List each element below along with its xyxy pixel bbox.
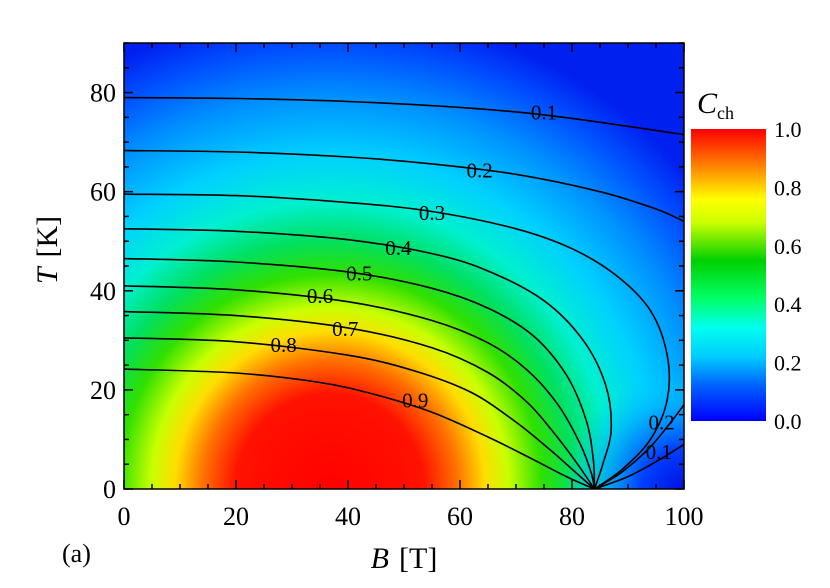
y-tick-label: 0	[103, 475, 116, 504]
y-axis-symbol: T	[31, 265, 64, 284]
x-tick-label: 100	[665, 502, 704, 531]
contour-line-0-3-2	[124, 193, 671, 489]
heatmap-area	[124, 43, 684, 489]
x-axis-unit: [T]	[399, 542, 437, 575]
panel-label: (a)	[62, 539, 91, 568]
heatmap-corner-fill	[124, 43, 684, 489]
y-tick-label: 40	[90, 277, 116, 306]
contour-label-0-7-6: 0.7	[332, 317, 358, 341]
y-tick-label: 60	[90, 178, 116, 207]
colorbar-tick-label: 0.4	[774, 292, 802, 317]
contour-line-0-5-4	[124, 257, 596, 489]
colorbar-tick-label: 1.0	[774, 117, 802, 142]
contour-line-0-4-3	[124, 228, 613, 489]
contour-line-0-9-8	[124, 368, 595, 489]
x-tick-label: 20	[223, 502, 249, 531]
colorbar-tick-label: 0.2	[774, 351, 802, 376]
contour-label-0-3-2: 0.3	[419, 201, 445, 225]
colorbar-title: Cch	[697, 87, 734, 123]
contour-line-0-7-6	[124, 310, 596, 489]
colorbar: Cch 0.0 0.2 0.4 0.6 0.8 1.0	[691, 87, 802, 434]
contour-line-0-6-5	[124, 285, 596, 489]
colorbar-tick-label: 0.6	[774, 234, 802, 259]
x-tick-label: 60	[447, 502, 473, 531]
contour-label-0-5-4: 0.5	[346, 262, 372, 286]
contour-label-0-9-8: 0.9	[402, 389, 428, 413]
x-tick-label: 0	[118, 502, 131, 531]
colorbar-title-main: C	[697, 87, 718, 120]
axes: 0 20 40 60 80 100 0 20 40 60 80	[90, 42, 704, 531]
colorbar-ticks: 0.0 0.2 0.4 0.6 0.8 1.0	[774, 117, 802, 434]
contour-label-0-2-9: 0.2	[648, 410, 674, 434]
contour-label-0-1-0: 0.1	[531, 101, 557, 125]
y-axis-label: T [K]	[31, 216, 64, 284]
contour-lines	[124, 96, 684, 489]
y-tick-label: 20	[90, 376, 116, 405]
x-axis-symbol: B	[371, 542, 389, 575]
contour-label-0-1-10: 0.1	[646, 440, 672, 464]
colorbar-tick-label: 0.0	[774, 409, 802, 434]
contour-label-0-8-7: 0.8	[270, 333, 296, 357]
contour-labels: 0.1 0.2 0.3 0.4 0.5 0.6 0.7 0.8 0.9 0.2 0.1	[270, 101, 674, 464]
contour-label-0-6-5: 0.6	[307, 284, 333, 308]
x-tick-label: 40	[335, 502, 361, 531]
y-tick-label: 80	[90, 79, 116, 108]
colorbar-tick-label: 0.8	[774, 175, 802, 200]
contour-line-0-1-0	[124, 96, 684, 136]
y-axis-unit: [K]	[31, 216, 64, 258]
x-axis-label: B [T]	[371, 542, 438, 575]
x-tick-label: 80	[559, 502, 585, 531]
contour-line-0-2-9	[593, 404, 684, 489]
contour-line-0-1-10	[594, 443, 684, 489]
contour-line-0-2-1	[124, 149, 684, 223]
colorbar-title-sub: ch	[717, 103, 734, 123]
contour-label-0-4-3: 0.4	[385, 236, 412, 260]
colorbar-bar	[691, 129, 766, 421]
contour-label-0-2-1: 0.2	[466, 159, 492, 183]
contour-line-0-8-7	[124, 337, 595, 489]
